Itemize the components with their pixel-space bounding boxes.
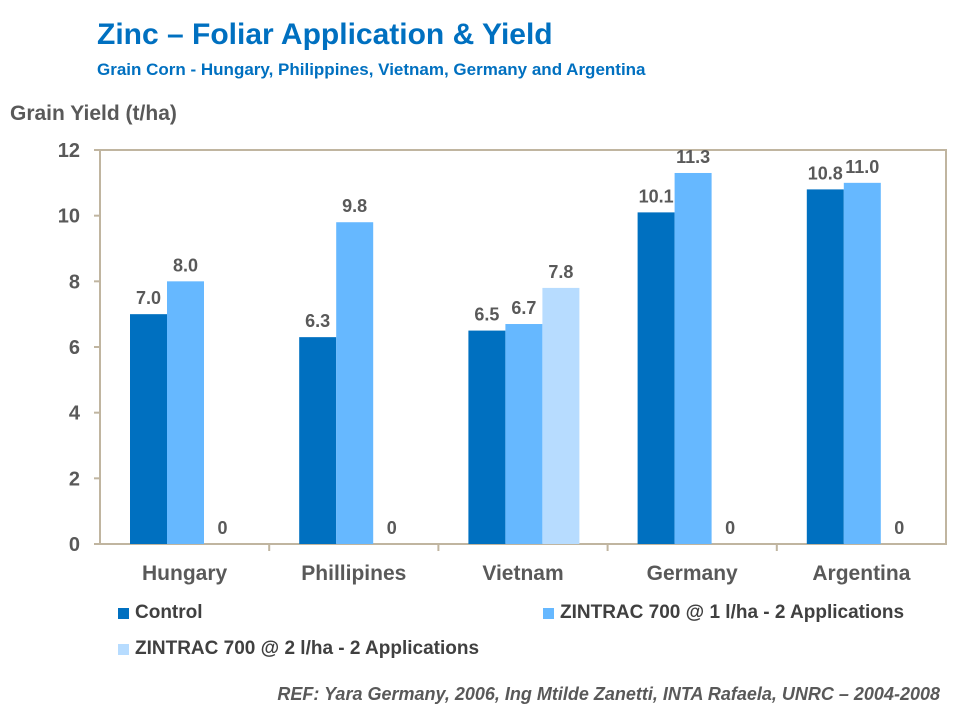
bar (130, 314, 167, 544)
y-tick-label: 8 (69, 271, 80, 293)
chart-subtitle: Grain Corn - Hungary, Philippines, Vietn… (97, 60, 646, 79)
legend-swatch-zintrac-2 (118, 643, 129, 655)
y-tick-label: 2 (69, 468, 80, 490)
data-label: 6.7 (511, 298, 536, 318)
reference-note: REF: Yara Germany, 2006, Ing Mtilde Zane… (277, 684, 940, 704)
data-label: 8.0 (173, 255, 198, 275)
data-label: 9.8 (342, 196, 367, 216)
legend-item-zintrac-2: ZINTRAC 700 @ 2 l/ha - 2 Applications (118, 638, 479, 660)
x-tick-label: Vietnam (482, 562, 563, 585)
y-tick-label: 10 (58, 206, 80, 228)
legend-item-control: Control (118, 602, 203, 624)
bar (505, 324, 543, 544)
y-tick-label: 12 (58, 140, 80, 162)
bar (806, 189, 844, 544)
legend-label-zintrac-2: ZINTRAC 700 @ 2 l/ha - 2 Applications (135, 638, 480, 659)
legend-label-control: Control (135, 602, 203, 623)
bar (637, 212, 675, 544)
data-label: 10.8 (808, 163, 843, 183)
data-label: 0 (725, 518, 735, 538)
data-label: 11.3 (676, 147, 710, 167)
y-tick-label: 6 (69, 337, 80, 359)
data-label: 6.3 (305, 311, 330, 331)
bar (843, 182, 881, 545)
x-tick-label: Argentina (812, 562, 910, 585)
bar (674, 172, 712, 544)
data-label: 7.0 (136, 288, 161, 308)
x-tick-label: Hungary (142, 562, 228, 585)
y-tick-label: 4 (69, 403, 81, 425)
data-label: 10.1 (639, 186, 674, 206)
bar (299, 337, 337, 544)
legend-item-zintrac-1: ZINTRAC 700 @ 1 l/ha - 2 Applications (543, 602, 904, 624)
x-tick-label: Phillipines (301, 562, 406, 585)
data-label: 0 (217, 518, 227, 538)
legend-label-zintrac-1: ZINTRAC 700 @ 1 l/ha - 2 Applications (560, 602, 905, 623)
legend-swatch-zintrac-1 (543, 607, 554, 619)
bar (167, 281, 204, 544)
bar (542, 287, 580, 544)
x-tick-label: Germany (647, 562, 738, 585)
data-label: 7.8 (548, 262, 573, 282)
bar (468, 330, 506, 544)
data-label: 11.0 (845, 157, 879, 177)
data-label: 0 (894, 518, 904, 538)
chart-title: Zinc – Foliar Application & Yield (97, 18, 553, 51)
data-label: 6.5 (474, 305, 499, 325)
data-label: 0 (387, 518, 397, 538)
legend-swatch-control (118, 607, 129, 619)
y-axis-label: Grain Yield (t/ha) (10, 102, 177, 125)
bar (336, 222, 374, 544)
y-tick-label: 0 (69, 534, 80, 556)
